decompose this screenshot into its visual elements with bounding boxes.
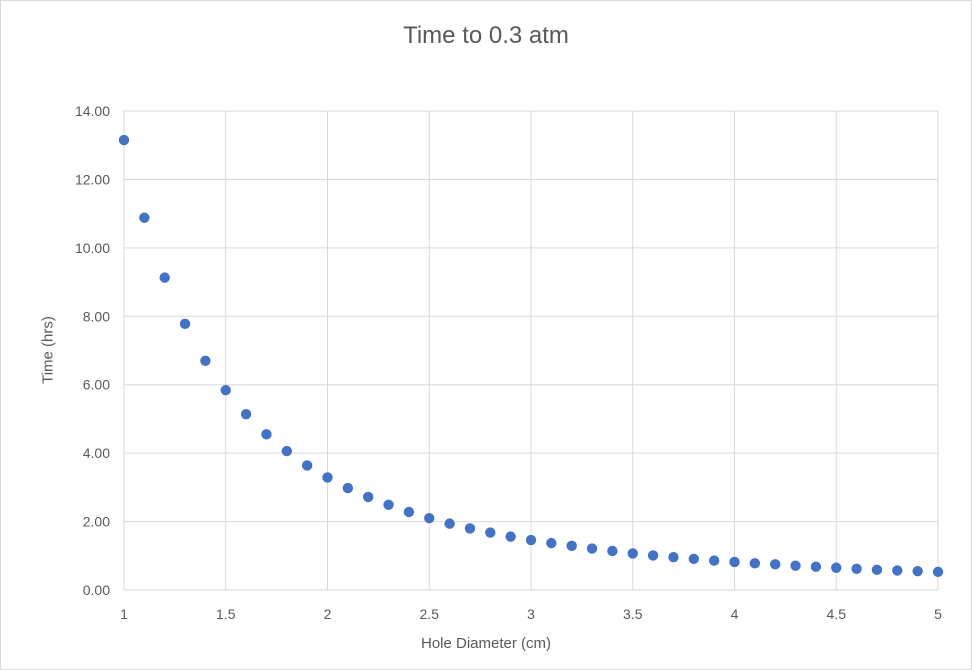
data-point [118,134,130,146]
data-point [749,558,761,569]
data-point [525,534,537,546]
data-point [566,540,577,552]
data-point [932,566,944,578]
x-tick-label: 4 [731,606,739,622]
data-point [668,551,679,563]
data-point [627,548,638,559]
data-point [322,472,333,483]
x-tick-label: 4.5 [827,606,847,622]
y-tick-label: 4.00 [83,445,110,461]
data-point [139,212,150,223]
x-tick-label: 1 [120,606,128,622]
data-point [810,561,822,572]
data-point [342,482,354,494]
data-point [464,523,476,534]
y-tick-label: 10.00 [75,240,110,256]
y-tick-label: 14.00 [75,103,110,119]
data-point [688,553,699,565]
data-point [240,408,252,420]
data-point [546,537,557,549]
data-point [261,429,272,440]
data-point [729,556,740,568]
data-point [647,550,659,561]
data-point [301,460,313,471]
data-point [383,499,394,511]
data-point [790,560,801,571]
data-point [892,565,903,576]
y-tick-label: 8.00 [83,308,110,324]
x-tick-label: 1.5 [216,606,236,622]
y-tick-label: 0.00 [83,582,110,598]
data-point [363,491,374,503]
data-point [200,355,211,366]
data-point [179,318,191,330]
data-point [831,562,842,573]
data-point [770,559,781,570]
data-point [281,445,292,457]
data-point [851,563,862,574]
data-point [444,518,455,529]
data-point [485,527,496,538]
x-tick-label: 2 [324,606,332,622]
y-tick-label: 2.00 [83,514,110,530]
data-point [586,543,598,554]
data-point [912,565,923,577]
x-tick-label: 3 [527,606,535,622]
data-point [159,272,170,283]
data-point [708,555,720,566]
data-point [505,531,516,542]
data-point [424,512,435,524]
x-tick-label: 5 [934,606,942,622]
data-point [607,545,618,557]
x-axis-label: Hole Diameter (cm) [420,635,552,652]
data-point [403,506,415,518]
y-tick-label: 12.00 [75,171,110,187]
y-tick-label: 6.00 [83,377,110,393]
x-tick-label: 2.5 [420,606,440,622]
data-point [220,384,231,396]
x-tick-label: 3.5 [623,606,643,622]
chart-title: Time to 0.3 atm [403,22,569,49]
data-point [871,564,883,576]
